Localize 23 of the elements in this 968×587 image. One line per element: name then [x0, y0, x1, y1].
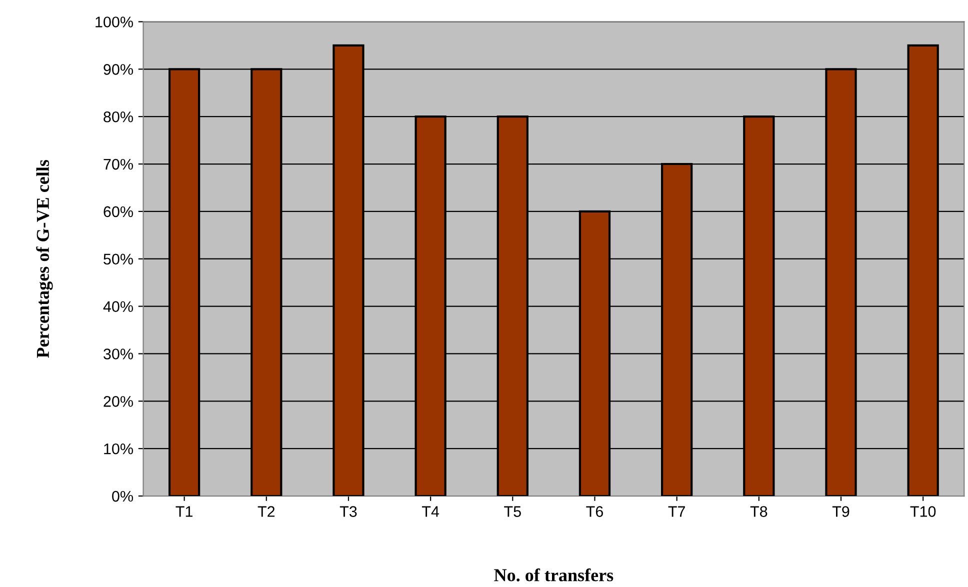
y-tick-label: 40% [103, 301, 133, 312]
x-tick-label: T7 [668, 506, 685, 517]
y-tick-label: 20% [104, 396, 133, 407]
y-tick-label: 80% [104, 111, 133, 122]
y-tick-label: 70% [104, 158, 133, 170]
y-tick-label: 100% [96, 16, 133, 28]
y-tick-label: 90% [104, 64, 133, 75]
x-tick-label: T2 [258, 506, 275, 517]
x-tick-label: T4 [422, 506, 440, 517]
y-tick-label: 10% [104, 443, 133, 454]
x-tick-label: T6 [586, 506, 603, 517]
x-tick-label: T9 [832, 506, 850, 517]
x-tick-label: T3 [340, 506, 357, 517]
y-axis-title: Percentages of G-VE cells [36, 160, 53, 358]
y-tick-label: 60% [104, 206, 133, 218]
y-tick-label: 30% [104, 348, 133, 360]
x-axis-title: No. of transfers [494, 568, 614, 582]
x-tick-label: T1 [176, 506, 192, 517]
y-tick-label: 0% [112, 490, 133, 502]
x-tick-label: T5 [504, 506, 521, 517]
x-tick-label: T10 [910, 506, 936, 517]
y-tick-label: 50% [104, 254, 133, 265]
x-tick-label: T8 [750, 506, 768, 517]
